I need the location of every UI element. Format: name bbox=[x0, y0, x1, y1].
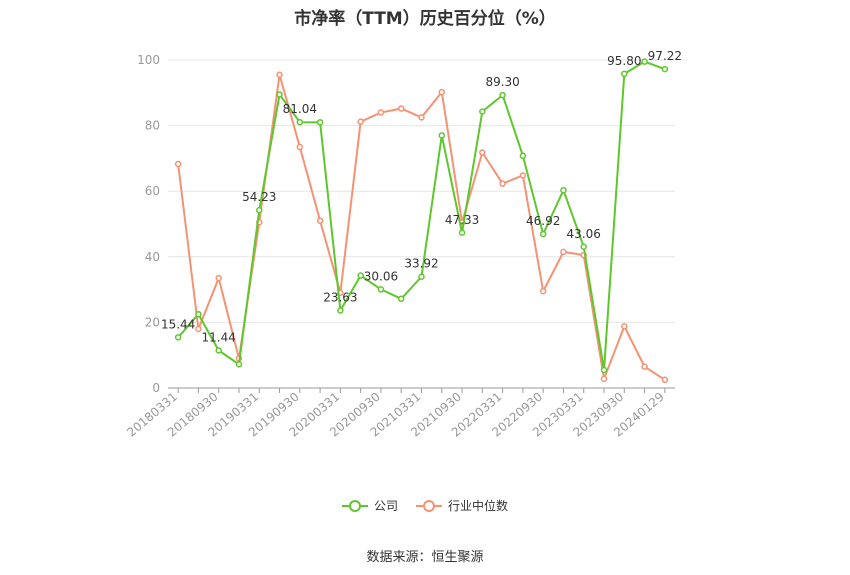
y-tick-label: 80 bbox=[145, 119, 160, 133]
industry-data-point bbox=[621, 323, 628, 330]
company-data-point bbox=[215, 347, 222, 354]
company-data-label: 33.92 bbox=[404, 257, 438, 271]
company-data-label: 95.80 bbox=[607, 54, 641, 68]
industry-data-point bbox=[397, 105, 405, 112]
company-data-point bbox=[539, 230, 547, 238]
company-data-point bbox=[397, 295, 405, 303]
industry-data-point bbox=[276, 71, 283, 79]
company-data-point bbox=[296, 118, 304, 126]
industry-data-point bbox=[519, 172, 527, 179]
company-data-label: 23.63 bbox=[323, 290, 357, 304]
industry-data-point bbox=[296, 143, 304, 151]
industry-data-point bbox=[377, 109, 385, 116]
industry-data-point bbox=[661, 376, 669, 384]
legend-item-industry[interactable]: 行业中位数 bbox=[416, 497, 508, 514]
industry-data-point bbox=[215, 274, 222, 282]
company-data-point bbox=[621, 70, 628, 78]
chart-title: 市净率（TTM）历史百分位（%） bbox=[294, 9, 556, 29]
y-tick-label: 0 bbox=[152, 381, 160, 395]
company-series-line bbox=[177, 60, 666, 371]
industry-data-point bbox=[438, 88, 446, 96]
company-data-point bbox=[519, 152, 527, 160]
y-tick-label: 60 bbox=[145, 184, 160, 198]
legend-label-company: 公司 bbox=[373, 499, 398, 513]
company-data-point bbox=[174, 334, 182, 341]
company-data-point bbox=[600, 366, 608, 374]
industry-data-point bbox=[174, 160, 182, 168]
company-data-label: 81.04 bbox=[283, 102, 317, 116]
data-source: 数据来源：恒生聚源 bbox=[366, 550, 484, 565]
company-data-label: 30.06 bbox=[364, 269, 398, 283]
company-data-point bbox=[256, 206, 263, 214]
company-data-point bbox=[276, 91, 283, 98]
industry-data-point bbox=[195, 325, 202, 333]
industry-data-point bbox=[316, 217, 324, 224]
industry-data-point bbox=[479, 149, 486, 156]
company-data-label: 97.22 bbox=[648, 49, 682, 63]
legend: 公司 行业中位数 bbox=[0, 497, 850, 514]
company-data-point bbox=[580, 243, 587, 251]
company-data-point bbox=[316, 119, 324, 126]
y-tick-label: 40 bbox=[145, 250, 160, 264]
company-data-point bbox=[195, 310, 202, 318]
company-data-label: 47.33 bbox=[445, 213, 479, 227]
industry-data-point bbox=[357, 118, 364, 125]
industry-data-point bbox=[499, 180, 506, 187]
industry-data-point bbox=[418, 114, 425, 121]
company-data-label: 15.44 bbox=[161, 317, 195, 331]
company-data-point bbox=[641, 58, 648, 65]
company-data-point bbox=[357, 272, 364, 279]
company-data-point bbox=[235, 361, 243, 368]
company-data-point bbox=[418, 273, 425, 280]
legend-swatch-company bbox=[341, 499, 368, 513]
industry-data-point bbox=[641, 363, 648, 370]
company-data-point bbox=[438, 132, 446, 139]
company-data-label: 43.06 bbox=[567, 227, 601, 241]
y-tick-label: 20 bbox=[145, 315, 160, 329]
company-data-label: 89.30 bbox=[485, 75, 519, 89]
company-data-label: 46.92 bbox=[526, 214, 560, 228]
legend-swatch-industry bbox=[416, 499, 442, 513]
industry-data-point bbox=[539, 287, 547, 295]
company-data-label: 54.23 bbox=[242, 190, 276, 204]
industry-data-point bbox=[600, 375, 608, 383]
legend-label-industry: 行业中位数 bbox=[448, 499, 509, 513]
company-data-point bbox=[458, 229, 466, 237]
company-data-point bbox=[560, 186, 567, 194]
industry-data-point bbox=[560, 248, 567, 256]
company-data-point bbox=[661, 65, 669, 73]
legend-item-company[interactable]: 公司 bbox=[341, 497, 398, 514]
company-data-point bbox=[479, 108, 486, 115]
company-data-label: 11.44 bbox=[202, 330, 236, 344]
company-data-point bbox=[499, 91, 506, 99]
line-chart: 0204060801002018033120180930201903312019… bbox=[124, 49, 682, 439]
y-tick-label: 100 bbox=[137, 53, 160, 67]
company-data-point bbox=[377, 286, 385, 293]
company-data-point bbox=[337, 307, 344, 314]
